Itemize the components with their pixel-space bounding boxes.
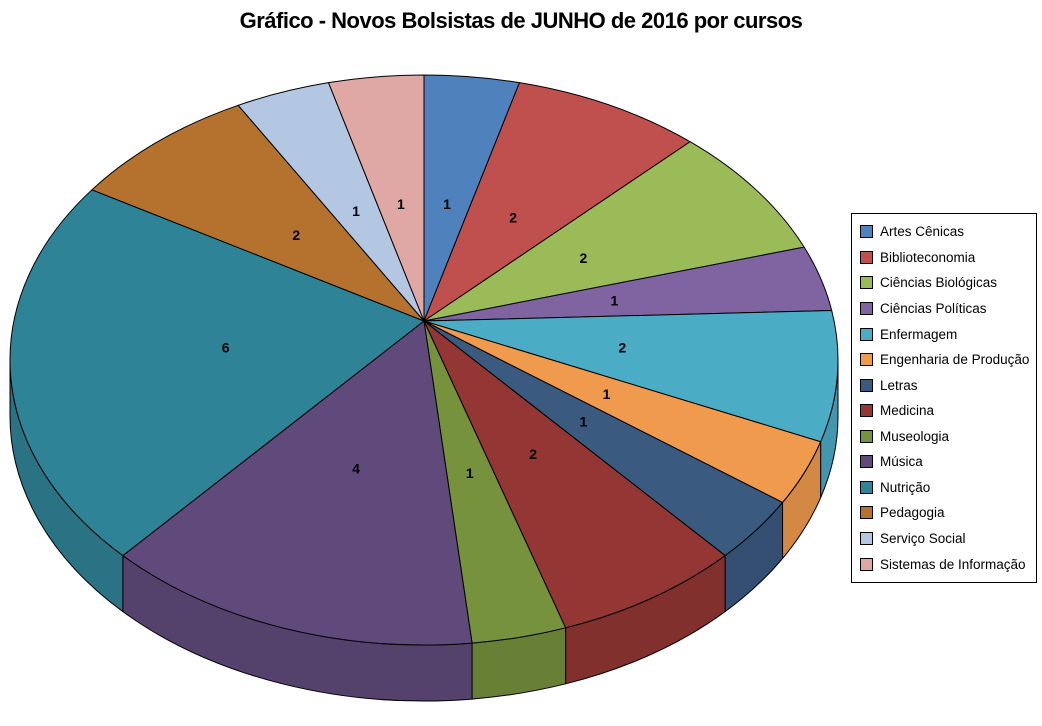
pie-slice-medicina: [423, 320, 726, 629]
legend-label: Museologia: [880, 428, 950, 444]
slice-value-label-enfermagem: 2: [618, 340, 626, 356]
legend-swatch-icon: [860, 327, 873, 341]
legend-swatch-icon: [860, 532, 873, 546]
legend-swatch-icon: [860, 404, 873, 418]
legend: Artes Cênicas Biblioteconomia Ciências Bio…: [851, 213, 1037, 583]
legend-label: Medicina: [880, 403, 935, 419]
pie-slice-ciencias-biologicas: [423, 141, 805, 322]
slice-value-label-letras: 1: [580, 413, 588, 429]
legend-swatch-icon: [860, 301, 873, 315]
legend-label: Música: [880, 454, 923, 470]
pie-slice-sistemas-de-informacao: [328, 74, 425, 322]
legend-label: Engenharia de Produção: [880, 352, 1030, 368]
legend-item-ciencias-biologicas: Ciências Biológicas: [860, 275, 1034, 290]
slice-value-label-engenharia-de-producao: 1: [603, 386, 611, 402]
slice-value-label-museologia: 1: [466, 465, 474, 481]
legend-item-ciencias-politicas: Ciências Políticas: [860, 301, 1034, 316]
legend-item-musica: Música: [860, 454, 1034, 469]
legend-swatch-icon: [860, 378, 873, 392]
legend-swatch-icon: [860, 276, 873, 290]
slice-value-label-ciencias-politicas: 1: [610, 292, 618, 308]
legend-item-museologia: Museologia: [860, 429, 1034, 444]
legend-item-engenharia-de-producao: Engenharia de Produção: [860, 352, 1034, 367]
legend-swatch-icon: [860, 429, 873, 443]
slice-value-label-musica: 4: [352, 460, 360, 476]
slice-value-label-ciencias-biologicas: 2: [580, 250, 588, 266]
pie-slice-enfermagem: [423, 310, 839, 443]
legend-item-pedagogia: Pedagogia: [860, 505, 1034, 520]
legend-label: Biblioteconomia: [880, 249, 976, 265]
legend-swatch-icon: [860, 506, 873, 520]
legend-item-sistemas-de-informacao: Sistemas de Informação: [860, 557, 1034, 572]
legend-swatch-icon: [860, 480, 873, 494]
legend-item-biblioteconomia: Biblioteconomia: [860, 250, 1034, 265]
legend-swatch-icon: [860, 353, 873, 367]
legend-item-artes-cenicas: Artes Cênicas: [860, 224, 1034, 239]
legend-item-servico-social: Serviço Social: [860, 531, 1034, 546]
slice-value-label-sistemas-de-informacao: 1: [397, 196, 405, 212]
pie-slice-biblioteconomia: [423, 82, 691, 322]
slice-value-label-nutricao: 6: [222, 340, 230, 356]
legend-label: Ciências Biológicas: [880, 275, 998, 291]
chart-title: Gráfico - Novos Bolsistas de JUNHO de 20…: [239, 8, 803, 33]
pie-slice-musica: [122, 320, 473, 646]
pie-slice-nutricao: [9, 189, 425, 557]
legend-label: Artes Cênicas: [880, 224, 965, 240]
legend-item-medicina: Medicina: [860, 403, 1034, 418]
legend-item-enfermagem: Enfermagem: [860, 327, 1034, 342]
legend-label: Letras: [880, 377, 918, 393]
legend-label: Pedagogia: [880, 505, 945, 521]
legend-label: Enfermagem: [880, 326, 958, 342]
legend-swatch-icon: [860, 455, 873, 469]
pie-slice-pedagogia: [91, 104, 425, 322]
legend-label: Sistemas de Informação: [880, 556, 1026, 572]
legend-swatch-icon: [860, 250, 873, 264]
slice-value-label-medicina: 2: [529, 446, 537, 462]
legend-item-letras: Letras: [860, 378, 1034, 393]
legend-swatch-icon: [860, 557, 873, 571]
slice-value-label-servico-social: 1: [352, 203, 360, 219]
legend-label: Nutrição: [880, 479, 931, 495]
slice-value-label-pedagogia: 2: [292, 227, 300, 243]
legend-swatch-icon: [860, 225, 873, 239]
legend-item-nutricao: Nutrição: [860, 480, 1034, 495]
slice-value-label-artes-cenicas: 1: [443, 196, 451, 212]
slice-value-label-biblioteconomia: 2: [509, 209, 517, 225]
legend-label: Serviço Social: [880, 531, 966, 547]
legend-label: Ciências Políticas: [880, 300, 987, 316]
